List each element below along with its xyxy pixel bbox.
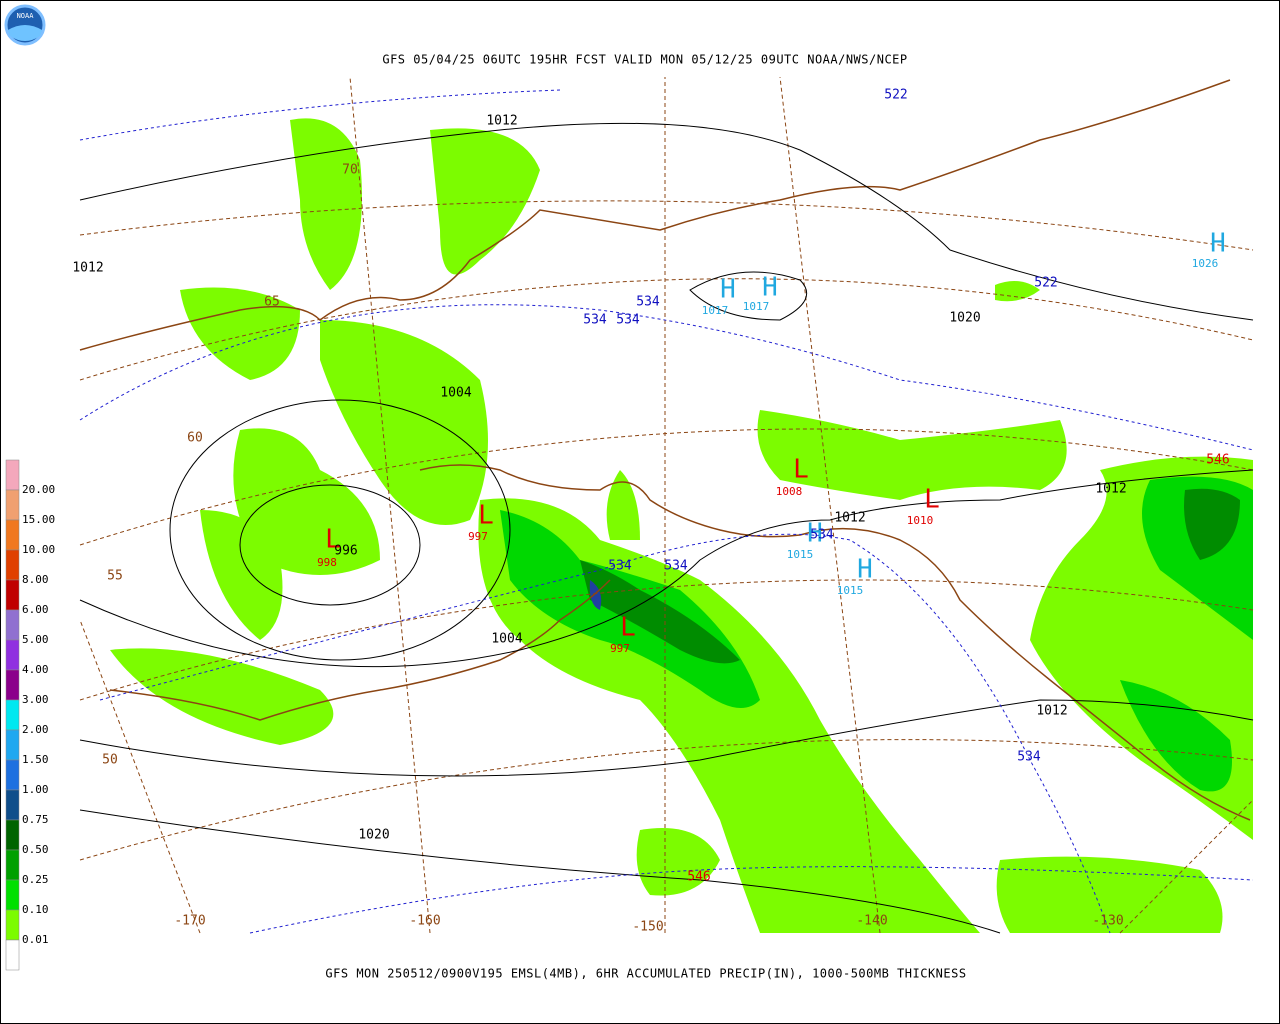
legend-label: 2.00 <box>22 723 49 736</box>
pressure-symbol: H <box>720 275 736 305</box>
pressure-value: 1026 <box>1192 257 1219 270</box>
legend-label: 0.01 <box>22 933 49 946</box>
pressure-value: 997 <box>610 642 630 655</box>
pressure-value: 1017 <box>702 304 729 317</box>
thickness-label: 534 <box>1017 750 1041 765</box>
pressure-symbol: L <box>924 485 940 515</box>
thickness-label: 534 <box>664 559 688 574</box>
isobar-label: 1004 <box>440 386 471 401</box>
isobar-label: 1020 <box>949 311 980 326</box>
legend-swatch <box>5 939 20 971</box>
graticule-label: -150 <box>632 920 663 935</box>
legend-swatch <box>5 609 20 641</box>
legend-swatch <box>5 789 20 821</box>
legend-label: 8.00 <box>22 573 49 586</box>
legend-swatch <box>5 819 20 851</box>
pressure-symbol: L <box>793 455 809 485</box>
legend-swatch <box>5 759 20 791</box>
pressure-symbol: H <box>807 519 823 549</box>
precip-heavy <box>580 488 1240 664</box>
pressure-value: 1015 <box>787 548 814 561</box>
legend-label: 0.25 <box>22 873 49 886</box>
graticule-label: -140 <box>856 914 887 929</box>
thickness-label: 534 <box>608 559 632 574</box>
graticule-label: 55 <box>107 569 123 584</box>
legend-label: 0.10 <box>22 903 49 916</box>
pressure-value: 997 <box>468 530 488 543</box>
thickness-label: 534 <box>616 313 640 328</box>
legend-swatch <box>5 579 20 611</box>
pressure-value: 1015 <box>837 584 864 597</box>
legend-label: 0.50 <box>22 843 49 856</box>
thickness-label: 534 <box>810 528 834 543</box>
graticule-label: -130 <box>1092 914 1123 929</box>
legend-label: 15.00 <box>22 513 55 526</box>
pressure-value: 1017 <box>743 300 770 313</box>
thickness-label: 522 <box>884 88 907 103</box>
legend-label: 10.00 <box>22 543 55 556</box>
precip-max <box>589 580 602 610</box>
pressure-value: 1010 <box>907 514 934 527</box>
pressure-value: 1008 <box>776 485 803 498</box>
pressure-symbol: H <box>1210 229 1226 259</box>
legend-swatch <box>5 879 20 911</box>
pressure-symbol: L <box>478 501 494 531</box>
legend-label: 20.00 <box>22 483 55 496</box>
isobar-label: 1012 <box>1095 482 1126 497</box>
legend: 20.00 15.00 10.00 8.00 6.00 5.00 4.00 3.00 2.00 1… <box>5 459 55 971</box>
pressure-symbol: L <box>325 525 341 555</box>
pressure-value: 998 <box>317 556 337 569</box>
thickness-label: 522 <box>1034 276 1057 291</box>
thickness-label: 546 <box>687 870 710 885</box>
legend-swatch <box>5 729 20 761</box>
legend-swatch <box>5 909 20 941</box>
legend-swatch <box>5 459 20 491</box>
pressure-symbol: L <box>620 613 636 643</box>
isobar-label: 996 <box>334 544 357 559</box>
isobar-label: 1012 <box>834 511 865 526</box>
legend-swatch <box>5 699 20 731</box>
isobar-label: 1004 <box>491 632 522 647</box>
legend-swatch <box>5 519 20 551</box>
map <box>79 76 1254 934</box>
graticule <box>79 76 1254 934</box>
legend-label: 0.75 <box>22 813 49 826</box>
legend-swatch <box>5 489 20 521</box>
legend-label: 4.00 <box>22 663 49 676</box>
map-title: GFS 05/04/25 06UTC 195HR FCST VALID MON … <box>382 53 907 67</box>
legend-label: 1.50 <box>22 753 49 766</box>
logo-text: NOAA <box>17 12 35 20</box>
isobar-label: 1020 <box>358 828 389 843</box>
legend-swatch <box>5 849 20 881</box>
graticule-label: 70 <box>342 163 358 178</box>
legend-label: 1.00 <box>22 783 49 796</box>
thickness-label: 546 <box>1206 453 1229 468</box>
graticule-label: -160 <box>409 914 440 929</box>
isobar-label: 1012 <box>486 114 517 129</box>
isobar-label: 1012 <box>1036 704 1067 719</box>
legend-label: 6.00 <box>22 603 49 616</box>
graticule-label: 65 <box>264 295 280 310</box>
thickness-label: 534 <box>636 295 660 310</box>
pressure-symbol: H <box>857 555 873 585</box>
legend-label: 5.00 <box>22 633 49 646</box>
legend-swatch <box>5 549 20 581</box>
isobars <box>79 122 1254 934</box>
graticule-label: -170 <box>174 914 205 929</box>
thickness-lines <box>79 89 1254 934</box>
pressure-symbol: H <box>762 273 778 303</box>
map-caption: GFS MON 250512/0900V195 EMSL(4MB), 6HR A… <box>325 967 966 981</box>
legend-label: 3.00 <box>22 693 49 706</box>
graticule-label: 50 <box>102 753 118 768</box>
coastline <box>79 79 1251 821</box>
thickness-label: 534 <box>583 313 607 328</box>
graticule-label: 60 <box>187 431 203 446</box>
legend-swatch <box>5 639 20 671</box>
legend-swatch <box>5 669 20 701</box>
logo: NOAA <box>4 4 46 46</box>
isobar-label: 1012 <box>72 261 103 276</box>
